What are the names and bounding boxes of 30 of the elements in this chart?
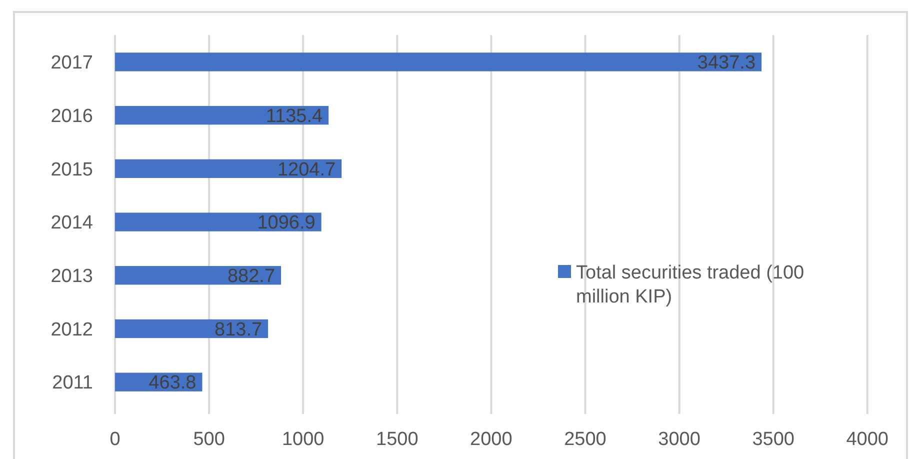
x-tick-label: 3500 (752, 429, 794, 450)
bar (115, 52, 762, 72)
data-label: 1204.7 (277, 159, 336, 180)
x-tick-label: 1000 (282, 429, 324, 450)
data-label: 1096.9 (257, 212, 316, 234)
y-tick-label: 2015 (50, 159, 93, 180)
data-label: 1135.4 (266, 106, 323, 127)
x-tick-label: 2500 (564, 429, 606, 450)
y-tick-label: 2013 (50, 266, 93, 287)
y-tick-label: 2016 (50, 106, 93, 127)
bar (115, 212, 322, 232)
bar (115, 319, 268, 338)
x-tick-label: 4000 (846, 429, 889, 450)
y-tick-label: 2017 (50, 52, 93, 74)
y-tick-label: 2014 (50, 212, 94, 234)
x-tick-label: 3000 (658, 429, 700, 450)
data-label: 463.8 (148, 372, 196, 394)
x-tick-label: 0 (110, 429, 120, 450)
legend-label: Total securities traded (100 million KIP) (576, 262, 804, 308)
y-tick-label: 2012 (50, 319, 93, 340)
x-tick-label: 2000 (470, 429, 512, 450)
bar (115, 266, 282, 285)
data-label: 3437.3 (697, 52, 756, 74)
x-tick-label: 1500 (376, 429, 418, 450)
data-label: 882.7 (227, 266, 276, 287)
bar (115, 159, 342, 178)
y-tick-label: 2011 (52, 372, 93, 394)
data-label: 813.7 (214, 319, 262, 340)
x-tick-label: 500 (193, 429, 225, 450)
bar (115, 106, 329, 125)
